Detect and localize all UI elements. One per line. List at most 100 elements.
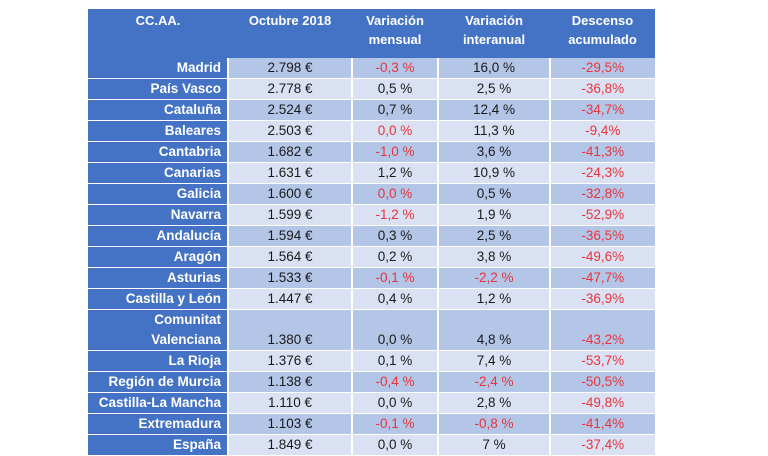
region-cell: Canarias [88, 162, 229, 184]
descenso-acumulado-cell: -49,6% [549, 246, 656, 268]
variacion-mensual-cell: -1,0 % [351, 141, 439, 163]
table-row: Andalucía 1.594 €0,3 % 2,5 % -36,5% [88, 225, 656, 247]
octubre-2018-cell: 1.594 € [227, 225, 353, 247]
table-row: Canarias 1.631 €1,2 % 10,9 % -24,3% [88, 162, 656, 184]
variacion-interanual-cell: 12,4 % [437, 99, 551, 121]
variacion-interanual-cell: -2,4 % [437, 371, 551, 393]
octubre-2018-cell: 2.503 € [227, 120, 353, 142]
octubre-2018-cell: 1.533 € [227, 267, 353, 289]
variacion-mensual-cell: -0,4 % [351, 371, 439, 393]
table-row: Castilla y León 1.447 €0,4 % 1,2 % -36,9% [88, 288, 656, 310]
variacion-mensual-cell: -1,2 % [351, 204, 439, 226]
descenso-acumulado-cell: -9,4% [549, 120, 656, 142]
region-cell: Navarra [88, 204, 229, 226]
variacion-mensual-cell: -0,1 % [351, 267, 439, 289]
header-ccaa: CC.AA. [88, 9, 228, 58]
octubre-2018-cell: 1.682 € [227, 141, 353, 163]
variacion-mensual-cell: 0,0 % [351, 309, 439, 351]
descenso-acumulado-cell: -49,8% [549, 392, 656, 414]
variacion-mensual-cell: -0,1 % [351, 413, 439, 435]
variacion-interanual-cell: 7 % [437, 434, 551, 456]
variacion-interanual-cell: 1,9 % [437, 204, 551, 226]
variacion-interanual-cell: 7,4 % [437, 350, 551, 372]
variacion-mensual-cell: 0,0 % [351, 434, 439, 456]
region-cell: La Rioja [88, 350, 229, 372]
region-cell: Castilla-La Mancha [88, 392, 229, 414]
region-cell: Región de Murcia [88, 371, 229, 393]
table-row: Extremadura 1.103 € -0,1 % -0,8 % -41,4% [88, 413, 656, 435]
table-row: Navarra 1.599 € -1,2 % 1,9 % -52,9% [88, 204, 656, 226]
variacion-interanual-cell: 0,5 % [437, 183, 551, 205]
descenso-acumulado-cell: -41,4% [549, 413, 656, 435]
table-row: País Vasco 2.778 €0,5 % 2,5 % -36,8% [88, 78, 656, 100]
header-line-1: Variación [465, 13, 523, 28]
variacion-interanual-cell: 1,2 % [437, 288, 551, 310]
descenso-acumulado-cell: -43,2% [549, 309, 656, 351]
table-row: La Rioja 1.376 €0,1 % 7,4 % -53,7% [88, 350, 656, 372]
octubre-2018-cell: 1.564 € [227, 246, 353, 268]
descenso-acumulado-cell: -29,5% [549, 58, 656, 79]
variacion-interanual-cell: 4,8 % [437, 309, 551, 351]
table-row: Aragón 1.564 €0,2 % 3,8 % -49,6% [88, 246, 656, 268]
table-row: Castilla-La Mancha 1.110 €0,0 % 2,8 % -49,8… [88, 392, 656, 414]
region-cell: Aragón [88, 246, 229, 268]
octubre-2018-cell: 1.849 € [227, 434, 353, 456]
variacion-mensual-cell: -0,3 % [351, 58, 439, 79]
header-descenso-acumulado: Descenso acumulado [550, 9, 655, 58]
variacion-mensual-cell: 0,0 % [351, 120, 439, 142]
region-cell: Madrid [88, 58, 229, 79]
header-line-1: Variación [366, 13, 424, 28]
table-row: Galicia 1.600 €0,0 % 0,5 % -32,8% [88, 183, 656, 205]
table-row: España 1.849 €0,0 % 7 % -37,4% [88, 434, 656, 456]
variacion-mensual-cell: 1,2 % [351, 162, 439, 184]
region-label-line: Comunitat [154, 312, 221, 327]
variacion-mensual-cell: 0,3 % [351, 225, 439, 247]
variacion-interanual-cell: -2,2 % [437, 267, 551, 289]
descenso-acumulado-cell: -52,9% [549, 204, 656, 226]
octubre-2018-cell: 2.798 € [227, 58, 353, 79]
variacion-interanual-cell: 2,5 % [437, 78, 551, 100]
descenso-acumulado-cell: -53,7% [549, 350, 656, 372]
region-cell: Asturias [88, 267, 229, 289]
table-row: Madrid 2.798 € -0,3 % 16,0 % -29,5% [88, 58, 656, 79]
octubre-2018-cell: 2.778 € [227, 78, 353, 100]
header-line-2: acumulado [568, 32, 637, 47]
region-cell: Cataluña [88, 99, 229, 121]
descenso-acumulado-cell: -24,3% [549, 162, 656, 184]
octubre-2018-cell: 1.380 € [227, 309, 353, 351]
table-row: Baleares 2.503 €0,0 % 11,3 % -9,4% [88, 120, 656, 142]
variacion-mensual-cell: 0,4 % [351, 288, 439, 310]
octubre-2018-cell: 1.138 € [227, 371, 353, 393]
variacion-mensual-cell: 0,5 % [351, 78, 439, 100]
octubre-2018-cell: 1.103 € [227, 413, 353, 435]
descenso-acumulado-cell: -36,8% [549, 78, 656, 100]
variacion-interanual-cell: 11,3 % [437, 120, 551, 142]
region-cell: Extremadura [88, 413, 229, 435]
variacion-interanual-cell: 16,0 % [437, 58, 551, 79]
variacion-mensual-cell: 0,1 % [351, 350, 439, 372]
octubre-2018-cell: 1.599 € [227, 204, 353, 226]
table-row: Región de Murcia 1.138 € -0,4 % -2,4 % -50,5… [88, 371, 656, 393]
region-cell: País Vasco [88, 78, 229, 100]
variacion-interanual-cell: 2,8 % [437, 392, 551, 414]
table-row: Cataluña 2.524 €0,7 % 12,4 % -34,7% [88, 99, 656, 121]
variacion-mensual-cell: 0,0 % [351, 392, 439, 414]
region-cell: Castilla y León [88, 288, 229, 310]
variacion-interanual-cell: -0,8 % [437, 413, 551, 435]
descenso-acumulado-cell: -36,9% [549, 288, 656, 310]
header-line-2: mensual [368, 32, 422, 47]
header-ccaa-label: CC.AA. [135, 13, 181, 28]
header-variacion-mensual: Variación mensual [352, 9, 438, 58]
header-variacion-interanual: Variación interanual [438, 9, 550, 58]
variacion-mensual-cell: 0,7 % [351, 99, 439, 121]
variacion-mensual-cell: 0,0 % [351, 183, 439, 205]
region-label-line: Valenciana [151, 332, 221, 347]
descenso-acumulado-cell: -41,3% [549, 141, 656, 163]
descenso-acumulado-cell: -50,5% [549, 371, 656, 393]
header-line-1: Descenso [571, 13, 634, 28]
header-line-2: interanual [462, 32, 526, 47]
descenso-acumulado-cell: -37,4% [549, 434, 656, 456]
region-cell: Baleares [88, 120, 229, 142]
table-body: Madrid 2.798 € -0,3 % 16,0 % -29,5% País Vasc… [88, 58, 656, 456]
descenso-acumulado-cell: -36,5% [549, 225, 656, 247]
